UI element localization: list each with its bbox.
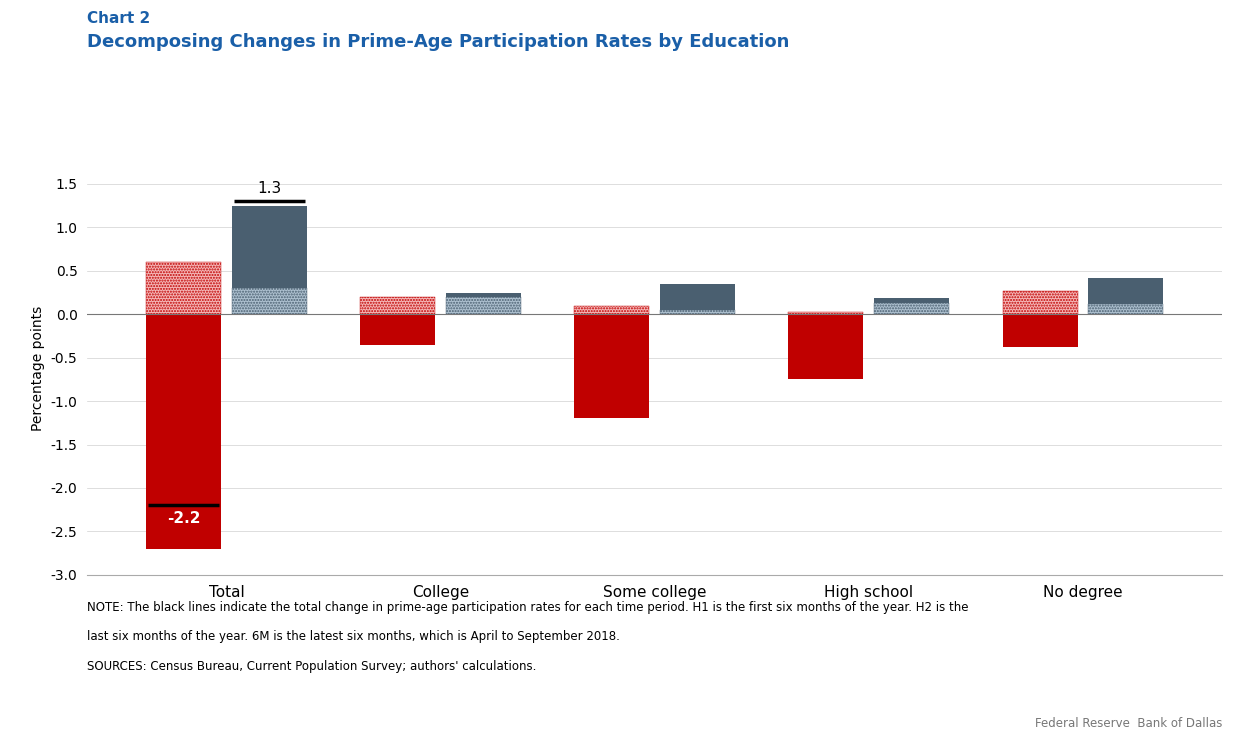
Bar [360,314,435,345]
Text: NOTE: The black lines indicate the total change in prime-age participation rates: NOTE: The black lines indicate the total… [87,601,969,614]
Bar [575,306,650,314]
Bar [660,284,734,314]
Bar [232,288,307,314]
Bar [660,310,734,314]
Bar [788,312,863,314]
Text: SOURCES: Census Bureau, Current Population Survey; authors' calculations.: SOURCES: Census Bureau, Current Populati… [87,660,536,673]
Text: Federal Reserve  Bank of Dallas: Federal Reserve Bank of Dallas [1035,716,1222,730]
Bar [146,314,221,549]
Bar [575,314,650,419]
Bar [146,262,221,314]
Text: Chart 2: Chart 2 [87,11,151,26]
Bar [446,297,521,314]
Bar [1089,304,1163,314]
Text: last six months of the year. 6M is the latest six months, which is April to Sept: last six months of the year. 6M is the l… [87,630,620,643]
Bar [1003,290,1077,314]
Bar [232,206,307,314]
Bar [1089,278,1163,314]
Y-axis label: Percentage points: Percentage points [31,306,45,431]
Text: -2.2: -2.2 [167,511,201,526]
Bar [874,303,949,314]
Bar [446,293,521,314]
Bar [1003,314,1077,347]
Bar [788,314,863,380]
Bar [360,297,435,314]
Text: Decomposing Changes in Prime-Age Participation Rates by Education: Decomposing Changes in Prime-Age Partici… [87,33,789,51]
Text: 1.3: 1.3 [257,181,282,196]
Bar [874,298,949,314]
